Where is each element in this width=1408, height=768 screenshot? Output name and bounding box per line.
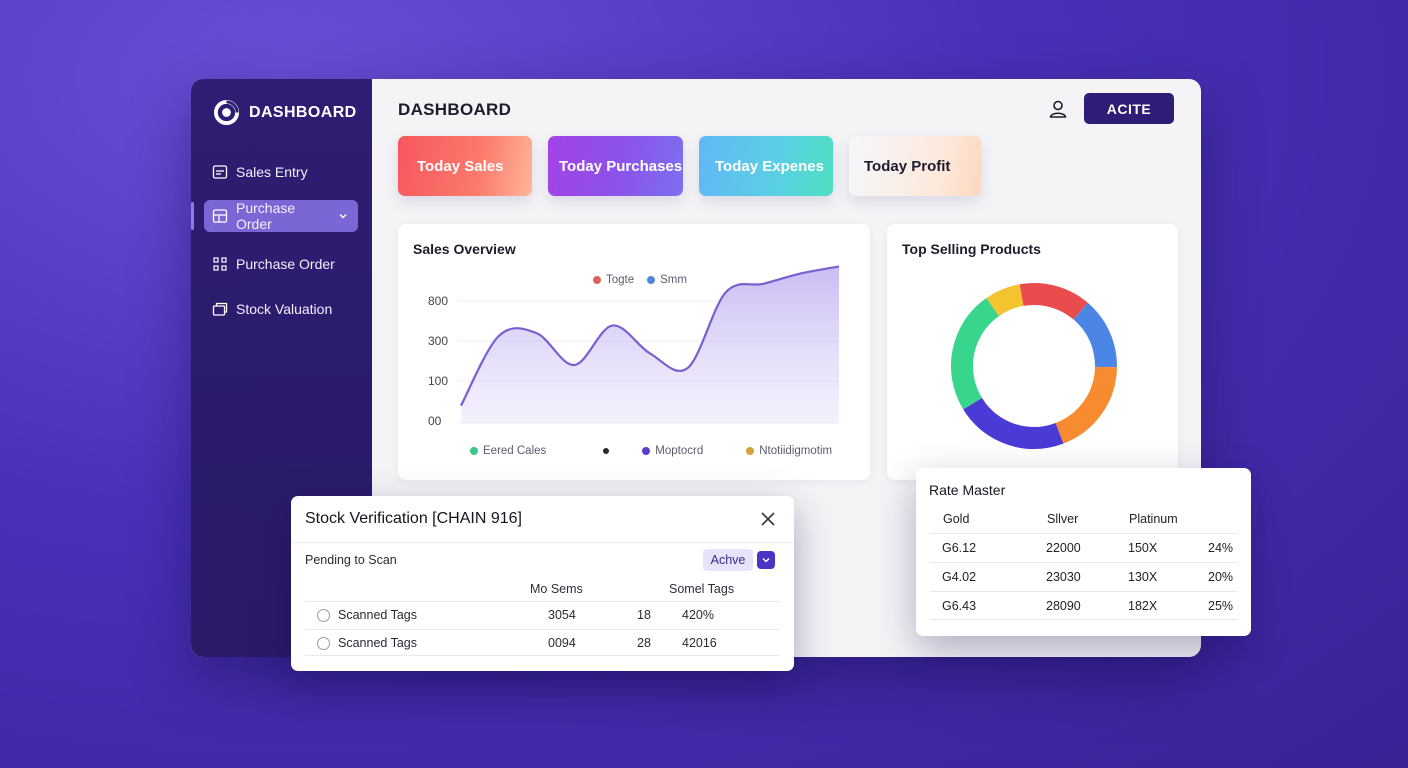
row-value: 18: [637, 608, 651, 622]
brand: DASHBOARD: [213, 99, 357, 126]
rate-cell: G6.12: [942, 541, 977, 555]
close-icon[interactable]: [758, 509, 778, 529]
column-header: Platinum: [1129, 512, 1178, 526]
sidebar-item-purchase-order[interactable]: Purchase Order: [204, 200, 358, 232]
kpi-today-sales[interactable]: Today Sales: [398, 136, 532, 196]
table-row[interactable]: G6.43 28090 182X 25%: [930, 591, 1237, 620]
legend-dot: [593, 276, 601, 284]
chevron-down-icon: [762, 557, 770, 563]
sidebar: DASHBOARD Sales Entry Purchase Order: [191, 79, 372, 657]
sidebar-item-label: Purchase Order: [236, 256, 335, 272]
kpi-today-expenses[interactable]: Today Expenes: [699, 136, 833, 196]
sidebar-item-label: Purchase Order: [236, 200, 296, 232]
column-header: Gold: [943, 512, 970, 526]
donut-chart: [951, 283, 1117, 450]
rate-cell: 25%: [1208, 599, 1234, 613]
y-tick-label: 300: [428, 334, 449, 348]
rate-cell: 28090: [1046, 599, 1081, 613]
legend-label: Smm: [660, 274, 687, 286]
row-value: 3054: [548, 608, 576, 622]
legend-label: Eered Cales: [483, 445, 547, 457]
rate-cell: 23030: [1046, 570, 1081, 584]
row-value: 420%: [682, 608, 714, 622]
purchase-grid-icon: [213, 257, 227, 271]
rate-cell: G4.02: [942, 570, 977, 584]
sidebar-item-label: Stock Valuation: [236, 301, 333, 317]
rate-master-title: Rate Master: [929, 482, 1006, 498]
sidebar-item-sales-entry[interactable]: Sales Entry: [204, 156, 358, 188]
y-tick-label: 00: [428, 414, 442, 428]
donut-segment: [951, 283, 1117, 450]
legend-dot: [642, 447, 651, 455]
chart-area: [461, 266, 839, 423]
legend-label: Ntotiidigmotim: [759, 445, 833, 457]
legend-label: Moptocrd: [655, 445, 704, 457]
stock-verification-dialog: Stock Verification [CHAIN 916] Pending t…: [291, 496, 794, 671]
chart-series-line: [460, 265, 840, 407]
sales-overview-card: Sales Overview Togte Smm 800 300 100 00: [398, 224, 870, 480]
row-value: 42016: [682, 636, 717, 650]
top-selling-card: Top Selling Products: [887, 224, 1178, 480]
legend-label: Togte: [606, 274, 635, 286]
user-icon[interactable]: [1047, 98, 1069, 120]
kpi-today-purchases[interactable]: Today Purchases: [548, 136, 683, 196]
rate-cell: 22000: [1046, 541, 1081, 555]
rate-cell: 24%: [1208, 541, 1234, 555]
legend-dot: [470, 447, 478, 455]
sales-area-chart: [458, 265, 840, 424]
active-indicator: [191, 202, 194, 230]
legend-dot: [746, 447, 755, 455]
divider: [291, 542, 794, 543]
top-selling-title: Top Selling Products: [902, 241, 1041, 257]
sidebar-item-label: Sales Entry: [236, 164, 308, 180]
rate-cell: 130X: [1128, 570, 1158, 584]
brand-name: DASHBOARD: [249, 103, 357, 121]
y-tick-label: 800: [428, 294, 449, 308]
sales-overview-title: Sales Overview: [413, 241, 516, 257]
donut-segment: [951, 283, 1117, 450]
rate-cell: G6.43: [942, 599, 977, 613]
column-header: Somel Tags: [669, 582, 735, 596]
chart-legend-top: Togte Smm: [593, 274, 687, 286]
column-header: Mo Sems: [530, 582, 583, 596]
sidebar-item-purchase-order-2[interactable]: Purchase Order: [204, 248, 358, 280]
row-radio[interactable]: [317, 637, 330, 650]
donut-segment: [951, 283, 1117, 450]
rate-cell: 150X: [1128, 541, 1158, 555]
row-value: 28: [637, 636, 651, 650]
column-header: Sllver: [1047, 512, 1079, 526]
legend-dot: [647, 276, 656, 284]
main-content: DASHBOARD ACITE Today Sales Today Purcha…: [372, 79, 1201, 657]
chevron-down-icon[interactable]: [338, 211, 348, 221]
sales-entry-icon: [212, 165, 228, 179]
sidebar-item-stock-valuation[interactable]: Stock Valuation: [204, 293, 358, 325]
rate-master-panel: Rate Master Gold Sllver Platinum G6.12 2…: [916, 468, 1251, 636]
stock-valuation-icon: [212, 302, 228, 316]
row-label: Scanned Tags: [338, 608, 417, 622]
legend-dot: [603, 448, 610, 454]
brand-logo-icon: [213, 99, 240, 126]
table-row[interactable]: G4.02 23030 130X 20%: [930, 562, 1237, 591]
pending-label: Pending to Scan: [305, 553, 397, 567]
dialog-title: Stock Verification [CHAIN 916]: [305, 510, 522, 527]
y-tick-label: 100: [428, 374, 449, 388]
row-radio[interactable]: [317, 609, 330, 622]
table-row[interactable]: Scanned Tags 3054 18 420%: [305, 601, 780, 628]
kpi-today-profit[interactable]: Today Profit: [849, 136, 981, 196]
donut-segment: [951, 283, 1117, 450]
row-value: 0094: [548, 636, 576, 650]
table-row[interactable]: G6.12 22000 150X 24%: [930, 533, 1237, 562]
rate-cell: 20%: [1208, 570, 1234, 584]
status-dropdown[interactable]: Achve: [703, 549, 753, 571]
rate-cell: 182X: [1128, 599, 1158, 613]
status-dropdown-toggle[interactable]: [757, 551, 775, 569]
table-row[interactable]: Scanned Tags 0094 28 42016: [305, 629, 780, 656]
chart-legend-bottom: Eered Cales Moptocrd Ntotiidigmotim: [470, 445, 832, 457]
row-label: Scanned Tags: [338, 636, 417, 650]
page-title: DASHBOARD: [398, 100, 512, 119]
header-action-button[interactable]: ACITE: [1084, 93, 1174, 124]
purchase-order-icon: [212, 209, 228, 223]
